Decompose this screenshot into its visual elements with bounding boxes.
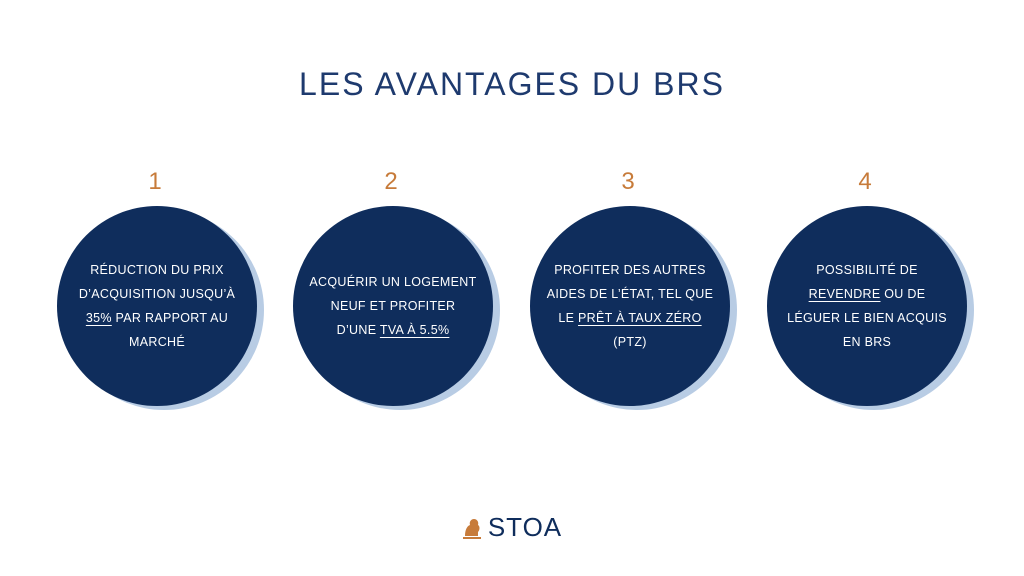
advantage-circle: RÉDUCTION DU PRIX D’ACQUISITION JUSQU’À …: [57, 206, 257, 406]
underlined-text: TVA À 5.5%: [379, 323, 450, 337]
page-title: LES AVANTAGES DU BRS: [299, 66, 725, 102]
text-part: POSSIBILITÉ DE: [816, 263, 918, 277]
underlined-text: REVENDRE: [808, 287, 881, 301]
advantage-text: POSSIBILITÉ DE REVENDRE OU DE LÉGUER LE …: [783, 258, 951, 354]
advantage-card-4: 4 POSSIBILITÉ DE REVENDRE OU DE LÉGUER L…: [767, 160, 977, 420]
advantage-text: ACQUÉRIR UN LOGEMENT NEUF ET PROFITER D’…: [309, 270, 477, 342]
advantage-circle: PROFITER DES AUTRES AIDES DE L’ÉTAT, TEL…: [530, 206, 730, 406]
text-part: RÉDUCTION DU PRIX D’ACQUISITION JUSQU’À: [78, 263, 236, 301]
advantage-number: 2: [384, 168, 398, 195]
advantage-number: 4: [858, 168, 872, 195]
advantage-circle: POSSIBILITÉ DE REVENDRE OU DE LÉGUER LE …: [767, 206, 967, 406]
stoa-logo: STOA: [0, 512, 1024, 543]
logo-text: STOA: [487, 512, 563, 542]
advantage-text: PROFITER DES AUTRES AIDES DE L’ÉTAT, TEL…: [546, 258, 714, 354]
text-part: ACQUÉRIR UN LOGEMENT NEUF ET PROFITER D’…: [309, 275, 477, 337]
text-part: PROFITER DES AUTRES AIDES DE L’ÉTAT, TEL…: [546, 263, 714, 325]
advantage-number: 3: [621, 168, 635, 195]
advantage-circle: ACQUÉRIR UN LOGEMENT NEUF ET PROFITER D’…: [293, 206, 493, 406]
lion-icon: [462, 518, 481, 539]
text-part: OU DE LÉGUER LE BIEN ACQUIS EN BRS: [787, 287, 947, 349]
text-part: (PTZ): [613, 335, 647, 349]
underlined-text: 35%: [85, 311, 112, 325]
advantage-text: RÉDUCTION DU PRIX D’ACQUISITION JUSQU’À …: [73, 258, 241, 354]
advantage-card-2: 2 ACQUÉRIR UN LOGEMENT NEUF ET PROFITER …: [293, 160, 503, 420]
advantage-card-1: 1 RÉDUCTION DU PRIX D’ACQUISITION JUSQU’…: [57, 160, 267, 420]
advantage-card-3: 3 PROFITER DES AUTRES AIDES DE L’ÉTAT, T…: [530, 160, 740, 420]
text-part: PAR RAPPORT AU MARCHÉ: [111, 311, 229, 349]
advantage-number: 1: [148, 168, 162, 195]
underlined-text: PRÊT À TAUX ZÉRO: [578, 311, 702, 325]
